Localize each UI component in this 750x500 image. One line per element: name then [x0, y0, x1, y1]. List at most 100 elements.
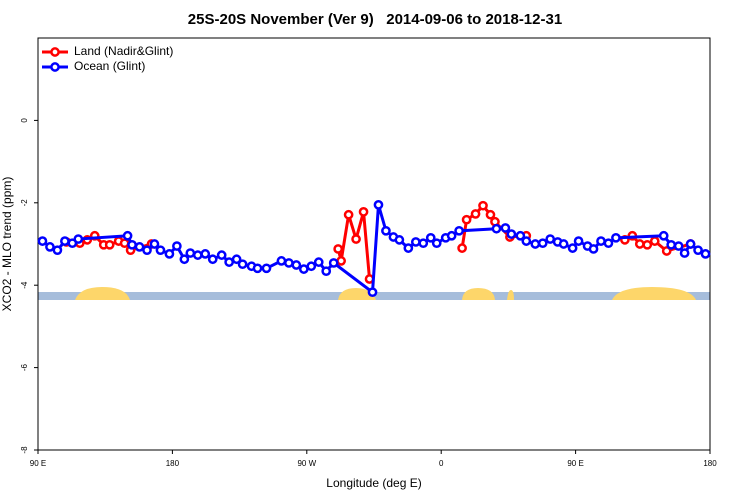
data-point	[351, 234, 361, 244]
data-point	[685, 239, 696, 249]
data-point	[104, 239, 115, 250]
y-axis-label: XCO2 - MLO trend (ppm)	[0, 177, 14, 312]
data-point	[37, 236, 48, 246]
data-point	[403, 243, 414, 253]
data-point	[567, 243, 578, 253]
data-point	[192, 250, 203, 260]
data-point	[457, 243, 467, 253]
data-point	[485, 209, 496, 220]
data-point	[252, 263, 263, 274]
x-tick-label: 90 E	[30, 459, 46, 468]
data-point	[172, 241, 182, 251]
data-point	[122, 230, 133, 241]
data-point	[306, 261, 317, 272]
y-tick-label: -4	[20, 281, 29, 289]
data-point	[216, 250, 227, 260]
data-point	[367, 287, 378, 298]
data-point	[700, 249, 711, 259]
data-point	[446, 230, 457, 241]
data-point	[596, 236, 606, 246]
data-point	[491, 223, 502, 234]
data-point	[237, 259, 248, 270]
data-point	[284, 258, 294, 268]
data-point	[373, 200, 384, 210]
data-point	[537, 238, 548, 249]
data-point	[431, 238, 442, 249]
data-point	[333, 244, 344, 254]
data-point	[454, 225, 464, 236]
data-point	[313, 257, 324, 267]
data-point	[611, 232, 621, 243]
data-point	[207, 254, 218, 265]
data-point	[179, 254, 190, 265]
y-tick-label: -8	[20, 446, 29, 454]
data-point	[343, 209, 354, 220]
data-point	[127, 239, 137, 250]
chart-title: 25S-20S November (Ver 9) 2014-09-06 to 2…	[188, 11, 562, 28]
data-point	[185, 248, 196, 258]
data-point	[381, 225, 391, 236]
y-tick-label: -6	[20, 363, 29, 371]
land-patch	[338, 288, 376, 300]
data-point	[410, 237, 421, 247]
data-point	[291, 260, 302, 270]
land-patch	[507, 290, 514, 300]
data-point	[679, 248, 690, 258]
data-point	[200, 249, 211, 259]
x-tick-label: 180	[166, 459, 180, 468]
data-point	[336, 256, 346, 266]
data-point	[119, 238, 130, 249]
data-point	[588, 244, 599, 254]
data-point	[661, 246, 672, 256]
legend-marker	[50, 62, 60, 72]
land-patch	[462, 288, 495, 300]
data-point	[521, 236, 532, 246]
data-point	[506, 229, 517, 239]
data-point	[60, 236, 70, 246]
y-tick-label: 0	[20, 118, 29, 123]
data-point	[418, 238, 429, 249]
data-point	[470, 209, 481, 219]
data-point	[642, 239, 653, 250]
data-point	[164, 249, 175, 259]
data-point	[666, 239, 677, 250]
data-point	[673, 241, 684, 251]
data-point	[558, 239, 569, 249]
data-point	[515, 230, 526, 241]
data-point	[261, 263, 272, 274]
legend-label: Ocean (Glint)	[74, 59, 145, 73]
data-point	[73, 234, 84, 244]
data-point	[649, 236, 660, 246]
data-point	[500, 223, 511, 233]
data-point	[634, 239, 645, 249]
x-axis-label: Longitude (deg E)	[326, 476, 421, 490]
data-point	[52, 245, 63, 256]
data-point	[142, 245, 152, 256]
data-point	[321, 266, 332, 277]
data-point	[134, 242, 145, 252]
data-point	[603, 238, 614, 249]
data-point	[425, 232, 436, 243]
data-point	[155, 245, 166, 256]
x-tick-label: 0	[439, 459, 444, 468]
data-point	[394, 235, 405, 245]
data-point	[224, 257, 234, 267]
data-point	[149, 239, 160, 249]
data-point	[231, 254, 242, 265]
data-point	[693, 245, 703, 256]
x-tick-label: 180	[703, 459, 717, 468]
data-point	[45, 242, 55, 252]
data-point	[545, 234, 556, 244]
y-tick-label: -2	[20, 199, 29, 207]
plot-frame	[37, 37, 711, 451]
land-patch	[612, 287, 696, 300]
data-point	[298, 264, 309, 274]
data-point	[478, 200, 488, 211]
data-point	[358, 207, 369, 217]
land-patch	[75, 287, 130, 300]
data-point	[658, 230, 669, 241]
x-tick-label: 90 E	[567, 459, 583, 468]
data-point	[276, 256, 287, 266]
legend-label: Land (Nadir&Glint)	[74, 44, 173, 58]
